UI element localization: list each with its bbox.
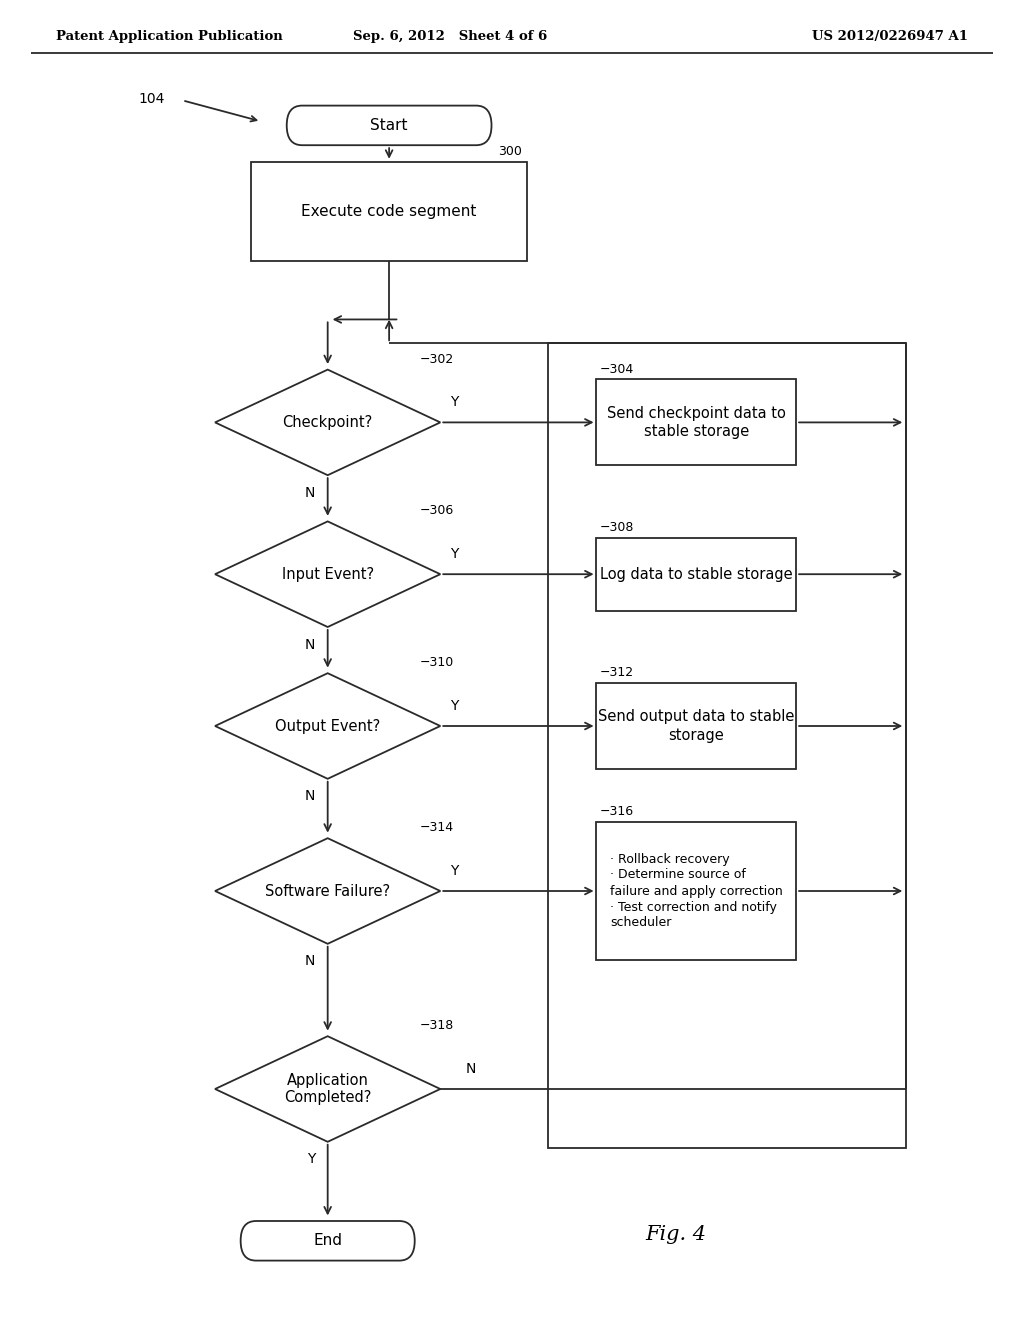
Text: End: End	[313, 1233, 342, 1249]
Text: Y: Y	[451, 863, 459, 878]
Polygon shape	[215, 1036, 440, 1142]
Text: · Rollback recovery
· Determine source of
failure and apply correction
· Test co: · Rollback recovery · Determine source o…	[610, 853, 782, 929]
Text: Software Failure?: Software Failure?	[265, 883, 390, 899]
Text: Sep. 6, 2012   Sheet 4 of 6: Sep. 6, 2012 Sheet 4 of 6	[353, 30, 548, 44]
Bar	[596, 539, 797, 610]
Text: Checkpoint?: Checkpoint?	[283, 414, 373, 430]
Text: Y: Y	[307, 1152, 315, 1167]
Text: Patent Application Publication: Patent Application Publication	[56, 30, 283, 44]
FancyBboxPatch shape	[241, 1221, 415, 1261]
Bar	[596, 379, 797, 465]
Text: N: N	[466, 1061, 476, 1076]
Polygon shape	[215, 838, 440, 944]
Text: Execute code segment: Execute code segment	[301, 203, 477, 219]
Polygon shape	[215, 521, 440, 627]
Text: US 2012/0226947 A1: US 2012/0226947 A1	[812, 30, 968, 44]
Text: −310: −310	[420, 656, 454, 669]
Text: −304: −304	[600, 363, 634, 375]
Text: Log data to stable storage: Log data to stable storage	[600, 566, 793, 582]
Bar	[548, 343, 906, 1148]
Polygon shape	[215, 370, 440, 475]
Text: N: N	[305, 638, 315, 652]
FancyBboxPatch shape	[287, 106, 492, 145]
Text: Y: Y	[451, 546, 459, 561]
Text: N: N	[305, 789, 315, 804]
Text: −302: −302	[420, 352, 454, 366]
Text: −316: −316	[600, 805, 634, 817]
Text: −312: −312	[600, 667, 634, 678]
Bar	[596, 684, 797, 768]
Text: Fig. 4: Fig. 4	[645, 1225, 707, 1243]
Text: Input Event?: Input Event?	[282, 566, 374, 582]
Text: Send checkpoint data to
stable storage: Send checkpoint data to stable storage	[607, 405, 785, 440]
Text: −318: −318	[420, 1019, 454, 1032]
Text: Y: Y	[451, 395, 459, 409]
Bar	[596, 821, 797, 961]
Text: 104: 104	[138, 91, 165, 106]
Bar	[251, 162, 527, 261]
Text: −308: −308	[600, 521, 634, 535]
Text: N: N	[305, 486, 315, 500]
Text: N: N	[305, 954, 315, 969]
Text: Send output data to stable
storage: Send output data to stable storage	[598, 709, 795, 743]
Text: −306: −306	[420, 504, 454, 517]
Text: Start: Start	[371, 117, 408, 133]
Text: Y: Y	[451, 698, 459, 713]
Text: Application
Completed?: Application Completed?	[284, 1073, 372, 1105]
Text: −314: −314	[420, 821, 454, 834]
Text: 300: 300	[499, 145, 522, 158]
Text: Output Event?: Output Event?	[275, 718, 380, 734]
Polygon shape	[215, 673, 440, 779]
